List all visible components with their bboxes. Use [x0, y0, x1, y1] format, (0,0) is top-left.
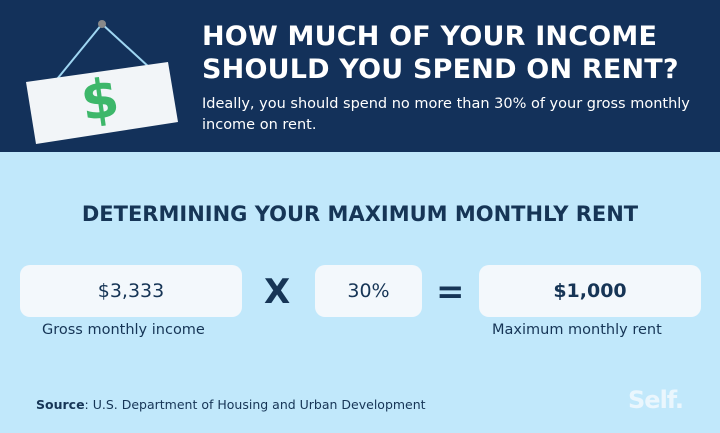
hanging-dollar-sign-icon: $	[26, 20, 178, 144]
page-title: HOW MUCH OF YOUR INCOME SHOULD YOU SPEND…	[202, 21, 679, 85]
header-banner: $ HOW MUCH OF YOUR INCOME SHOULD YOU SPE…	[0, 0, 720, 152]
svg-text:$: $	[77, 66, 123, 134]
section-heading: DETERMINING YOUR MAXIMUM MONTHLY RENT	[81, 202, 639, 226]
result-label: Maximum monthly rent	[492, 322, 662, 338]
multiply-sign: X	[264, 272, 291, 312]
income-box: $3,333	[20, 265, 242, 317]
self-logo: Self.	[628, 386, 684, 414]
result-box: $1,000	[479, 265, 701, 317]
source-note: Source: U.S. Department of Housing and U…	[36, 397, 426, 412]
equals-sign: =	[436, 272, 465, 312]
subtitle: Ideally, you should spend no more than 3…	[202, 96, 690, 133]
percent-box: 30%	[315, 265, 422, 317]
income-label: Gross monthly income	[42, 322, 205, 338]
